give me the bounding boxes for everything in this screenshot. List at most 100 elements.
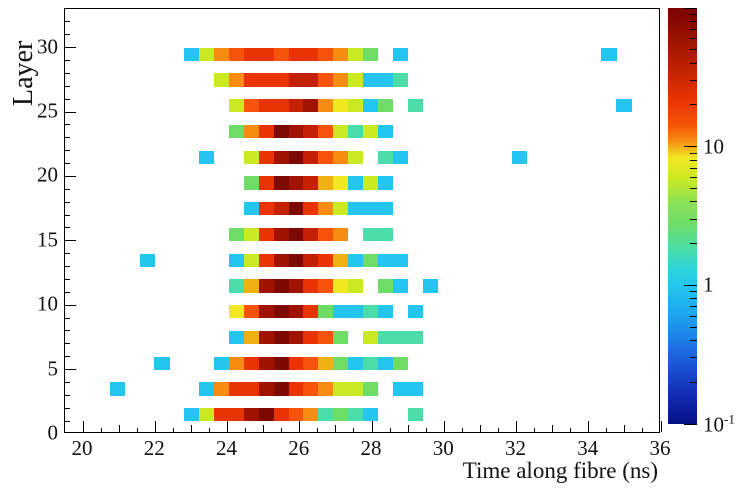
x-tick xyxy=(371,421,373,432)
heatmap-cell xyxy=(318,305,334,319)
x-tick-label: 26 xyxy=(288,436,310,460)
heatmap-cell xyxy=(333,124,349,139)
y-tick-label: 30 xyxy=(37,34,58,59)
heatmap-cell xyxy=(288,150,304,164)
heatmap-cell xyxy=(273,279,289,293)
x-tick xyxy=(317,428,319,432)
colorbar-tick xyxy=(690,152,697,154)
heatmap-cell xyxy=(288,330,304,345)
heatmap-cell xyxy=(258,202,274,216)
heatmap-cell xyxy=(288,73,304,87)
y-tick-label: 10 xyxy=(37,291,58,316)
y-tick xyxy=(65,317,70,319)
colorbar-tick xyxy=(690,28,697,30)
heatmap-cell xyxy=(288,305,304,319)
heatmap-cell xyxy=(288,408,304,422)
y-tick xyxy=(65,47,76,49)
heatmap-cell xyxy=(243,253,260,267)
y-tick-label: 25 xyxy=(37,98,58,123)
heatmap-cell xyxy=(348,73,364,87)
colorbar-tick xyxy=(690,201,697,203)
heatmap-cell xyxy=(243,124,260,139)
colorbar-tick xyxy=(690,306,697,308)
y-tick xyxy=(65,163,70,165)
heatmap-cell xyxy=(377,279,394,293)
heatmap-cell xyxy=(333,330,349,345)
y-tick xyxy=(65,253,70,255)
heatmap-cell xyxy=(258,305,274,319)
x-tick xyxy=(335,425,337,432)
heatmap-cell xyxy=(273,202,289,216)
heatmap-cell xyxy=(377,202,394,216)
heatmap-cell xyxy=(258,47,274,61)
x-tick xyxy=(208,428,210,432)
heatmap-cell xyxy=(109,382,125,396)
heatmap-cell xyxy=(318,279,334,293)
y-tick xyxy=(65,407,70,409)
x-tick xyxy=(624,425,626,432)
x-tick xyxy=(479,425,481,432)
heatmap-cell xyxy=(258,227,274,242)
y-tick xyxy=(65,214,70,216)
heatmap-cell xyxy=(199,150,215,164)
heatmap-cell xyxy=(228,99,245,113)
heatmap-cell xyxy=(243,73,260,87)
heatmap-cell xyxy=(392,253,409,267)
heatmap-cell xyxy=(318,227,334,242)
heatmap-cell xyxy=(363,202,379,216)
x-tick xyxy=(281,428,283,432)
x-tick xyxy=(82,421,84,432)
heatmap-cell xyxy=(333,408,349,422)
y-tick xyxy=(65,60,70,61)
heatmap-cell xyxy=(273,253,289,267)
heatmap-cell xyxy=(407,305,423,319)
colorbar-tick xyxy=(690,291,697,293)
heatmap-cell xyxy=(318,202,334,216)
heatmap-cell xyxy=(333,99,349,113)
y-tick xyxy=(65,369,76,371)
heatmap-cell xyxy=(154,356,170,370)
y-tick xyxy=(65,356,70,358)
x-tick xyxy=(588,421,590,432)
x-tick-label: 28 xyxy=(360,436,382,460)
heatmap-cell xyxy=(348,202,364,216)
heatmap-cell xyxy=(303,99,319,113)
heatmap-cell xyxy=(363,382,379,396)
x-tick-label: 20 xyxy=(71,436,93,460)
colorbar-tick xyxy=(690,315,697,317)
heatmap-cell xyxy=(616,99,632,113)
heatmap-cell xyxy=(392,47,409,61)
heatmap-cell xyxy=(303,73,319,87)
heatmap-cell xyxy=(333,253,349,267)
x-tick xyxy=(497,428,499,432)
colorbar-tick xyxy=(690,38,697,40)
x-tick xyxy=(389,428,391,432)
y-tick xyxy=(65,201,70,203)
heatmap-cell xyxy=(288,356,304,370)
heatmap-cell xyxy=(407,382,423,396)
heatmap-cell xyxy=(318,150,334,164)
y-tick xyxy=(65,266,70,268)
y-tick xyxy=(65,111,76,113)
heatmap-cell xyxy=(392,73,409,87)
heatmap-cell xyxy=(243,408,260,422)
colorbar-tick xyxy=(690,20,697,22)
y-tick-label: 0 xyxy=(47,420,59,445)
heatmap-cell xyxy=(228,356,245,370)
colorbar-gradient xyxy=(668,8,697,424)
heatmap-cell xyxy=(377,176,394,190)
heatmap-cell xyxy=(258,124,274,139)
heatmap-cell xyxy=(348,279,364,293)
heatmap-cell xyxy=(392,330,409,345)
heatmap-cell xyxy=(228,227,245,242)
colorbar-tick xyxy=(690,159,697,161)
heatmap-cell xyxy=(333,176,349,190)
heatmap-cell xyxy=(318,408,334,422)
heatmap-cell xyxy=(139,253,155,267)
x-tick xyxy=(136,428,138,432)
heatmap-cell xyxy=(333,305,349,319)
heatmap-cell xyxy=(333,356,349,370)
y-tick xyxy=(65,394,70,396)
x-tick xyxy=(353,428,355,432)
